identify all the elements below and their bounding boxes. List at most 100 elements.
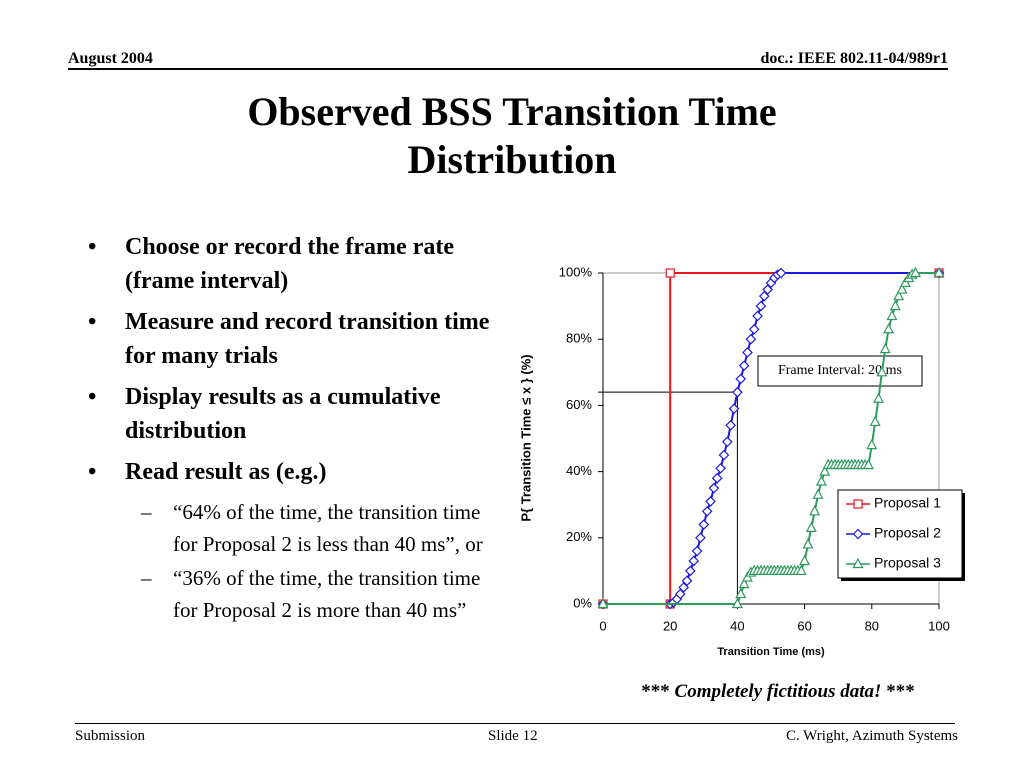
sub-bullet: – “36% of the time, the transition time f… <box>141 562 508 626</box>
title-text: Observed BSS Transition Time Distributio… <box>247 89 777 182</box>
legend-marker <box>852 557 864 569</box>
point <box>819 465 831 476</box>
header-doc: doc.: IEEE 802.11-04/989r1 <box>760 50 948 67</box>
point <box>876 366 888 377</box>
footer-center: Slide 12 <box>488 728 538 744</box>
footer-right: C. Wright, Azimuth Systems <box>785 728 958 744</box>
x-tick-label: 60 <box>797 618 811 633</box>
point <box>695 532 706 544</box>
y-tick-label: 0% <box>573 595 592 610</box>
legend-label: Proposal 3 <box>874 555 941 571</box>
point <box>896 283 908 294</box>
x-tick-label: 0 <box>599 618 606 633</box>
point <box>718 449 730 461</box>
point <box>674 588 686 600</box>
bullet: • Display results as a cumulative distrib… <box>88 380 508 448</box>
bullet-list: • Choose or record the frame rate (frame … <box>88 230 508 628</box>
footer-left: Submission <box>75 728 146 744</box>
y-tick-label: 100% <box>559 264 593 279</box>
point <box>735 373 747 385</box>
y-axis-title: P{ Transition Time ≤ x } (%) <box>518 354 533 521</box>
point <box>708 482 720 494</box>
bullet-marker: • <box>88 384 97 410</box>
point <box>775 267 787 279</box>
bullet: • Measure and record transition time for … <box>88 305 508 373</box>
bullet-text: Display results as a cumulative distribu… <box>125 384 441 444</box>
y-tick-label: 60% <box>566 397 592 412</box>
point <box>715 462 726 474</box>
sub-bullet-text: “64% of the time, the transition time fo… <box>173 500 483 556</box>
footnote-stars: *** <box>641 681 670 702</box>
point <box>711 472 723 484</box>
point <box>805 521 817 532</box>
point <box>873 392 885 403</box>
sub-bullet-text: “36% of the time, the transition time fo… <box>173 566 481 622</box>
annotation-box <box>757 355 923 387</box>
bullet-text: Measure and record transition time for m… <box>125 309 490 369</box>
footer-rule <box>75 723 955 724</box>
point <box>735 587 747 599</box>
point <box>691 545 703 557</box>
annotation: Frame Interval: 20 ms <box>778 363 902 378</box>
point <box>809 505 821 516</box>
bullet-text: Choose or record the frame rate (frame i… <box>125 234 454 294</box>
point <box>933 266 945 278</box>
x-tick-label: 40 <box>730 618 744 633</box>
point <box>883 322 895 334</box>
footnote: *** Completely fictitious data! *** <box>641 681 914 702</box>
point <box>741 571 753 582</box>
point <box>731 597 743 609</box>
point <box>762 284 773 295</box>
point <box>745 333 757 345</box>
point <box>862 458 874 470</box>
y-tick-label: 40% <box>566 463 592 478</box>
bullet: • Read result as (e.g.) <box>88 455 508 489</box>
point <box>728 403 740 415</box>
bullet-marker: • <box>88 234 97 260</box>
point <box>886 309 898 321</box>
point <box>758 290 770 302</box>
footnote-text: Completely fictitious data! <box>675 681 882 702</box>
bullet-marker: • <box>88 459 97 485</box>
y-tick-label: 20% <box>566 529 592 544</box>
point <box>802 538 814 549</box>
legend-label: Proposal 2 <box>874 525 941 541</box>
point <box>909 266 921 278</box>
y-tick-label: 80% <box>566 331 592 346</box>
point <box>755 300 767 312</box>
point <box>688 555 700 567</box>
point <box>597 597 609 609</box>
bullet-text: Read result as (e.g.) <box>125 459 327 485</box>
bullet: • Choose or record the frame rate (frame … <box>88 230 508 298</box>
point <box>742 347 753 358</box>
point <box>879 342 891 354</box>
point <box>685 565 696 577</box>
point <box>681 575 693 587</box>
point <box>866 438 878 450</box>
sub-bullet: – “64% of the time, the transition time f… <box>141 496 508 560</box>
legend-marker <box>852 528 864 540</box>
point <box>799 554 811 566</box>
point <box>698 519 710 530</box>
x-tick-label: 20 <box>663 618 677 633</box>
point <box>701 505 713 517</box>
x-axis-title: Transition Time (ms) <box>717 646 825 658</box>
point <box>748 323 760 335</box>
point <box>899 276 911 288</box>
point <box>752 310 763 322</box>
legend-marker <box>853 499 863 509</box>
point <box>889 299 901 311</box>
x-tick-label: 80 <box>865 618 879 633</box>
legend-label: Proposal 1 <box>874 495 941 511</box>
point <box>738 577 750 589</box>
point <box>893 289 905 301</box>
point <box>795 564 807 576</box>
bullet-marker: – <box>141 566 152 590</box>
slide-title: Observed BSS Transition Time Distributio… <box>0 88 1024 184</box>
header-date: August 2004 <box>68 50 153 67</box>
point <box>738 360 750 372</box>
bullet-marker: • <box>88 309 97 335</box>
bullet-marker: – <box>141 500 152 524</box>
point <box>665 268 675 278</box>
header-rule <box>68 68 948 70</box>
